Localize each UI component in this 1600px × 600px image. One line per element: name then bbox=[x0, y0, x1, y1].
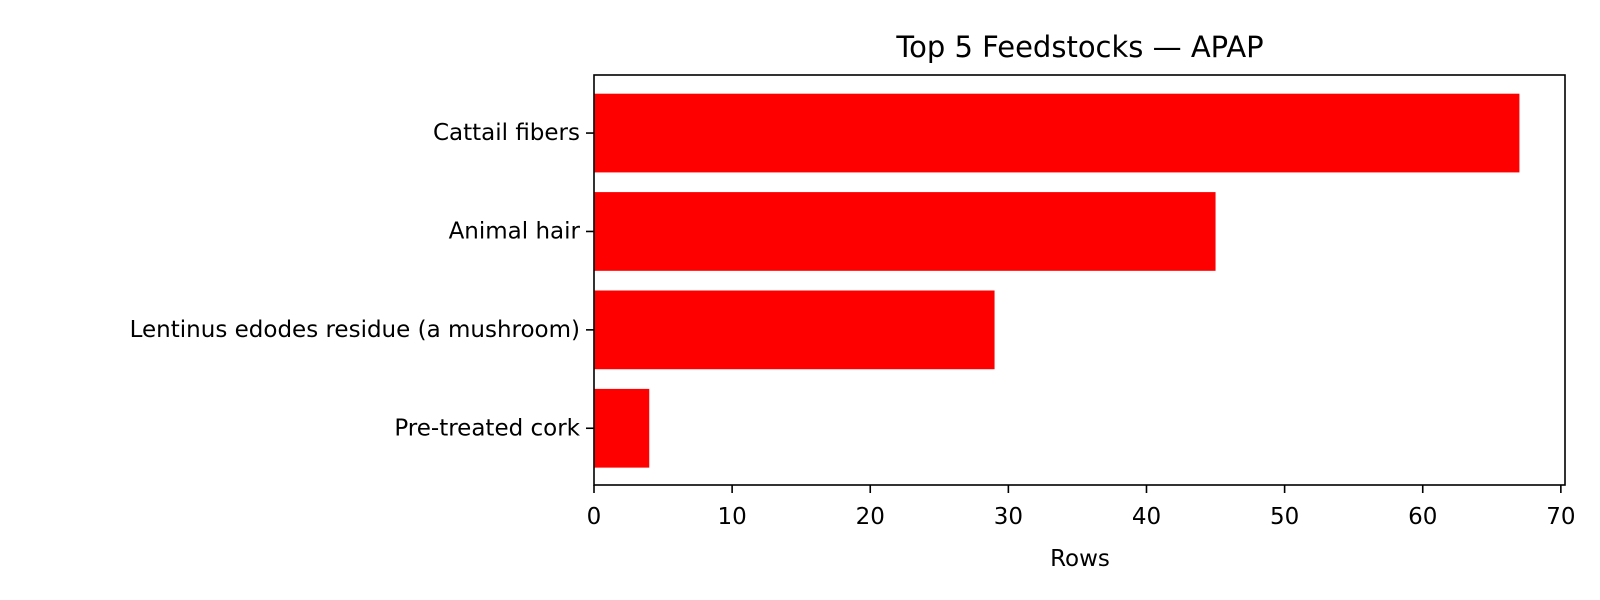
bar bbox=[594, 388, 650, 468]
x-tick-label: 40 bbox=[1132, 504, 1161, 530]
x-tick-label: 10 bbox=[717, 504, 746, 530]
plot-frame bbox=[593, 74, 1566, 486]
x-tick-label: 70 bbox=[1546, 504, 1575, 530]
chart-title: Top 5 Feedstocks — APAP bbox=[895, 30, 1263, 64]
x-tick-label: 0 bbox=[587, 504, 602, 530]
y-axis: Cattail fibers Animal hair Lentinus edodes… bbox=[130, 120, 594, 441]
x-tick-label: 60 bbox=[1408, 504, 1437, 530]
y-tick-label: Animal hair bbox=[449, 218, 581, 244]
x-axis: 0 10 20 30 40 50 60 70 bbox=[587, 485, 1575, 530]
bar bbox=[594, 290, 995, 370]
x-tick-label: 20 bbox=[856, 504, 885, 530]
y-tick-label: Lentinus edodes residue (a mushroom) bbox=[130, 317, 580, 343]
x-tick-label: 30 bbox=[994, 504, 1023, 530]
bar bbox=[594, 93, 1520, 173]
bars-group bbox=[594, 93, 1520, 468]
bar bbox=[594, 192, 1216, 271]
x-axis-label: Rows bbox=[1050, 546, 1110, 572]
y-tick-label: Cattail fibers bbox=[433, 120, 580, 146]
y-tick-label: Pre-treated cork bbox=[394, 415, 580, 441]
x-tick-label: 50 bbox=[1270, 504, 1299, 530]
